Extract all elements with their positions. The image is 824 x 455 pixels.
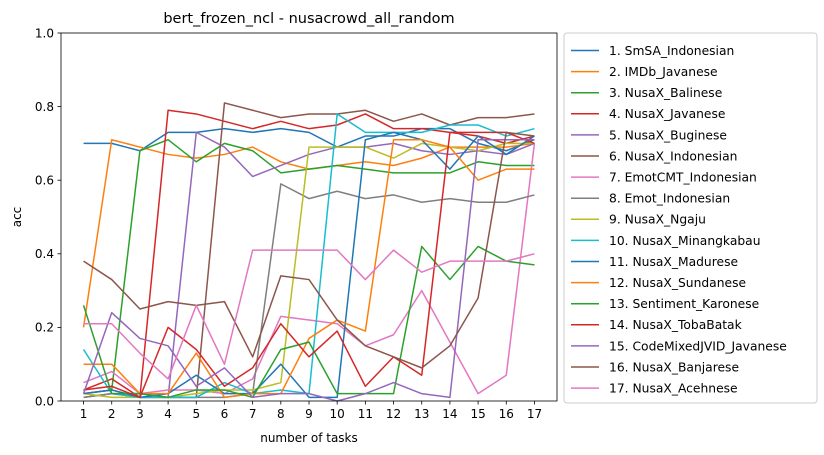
axes-frame [60, 32, 558, 402]
x-tick-label: 16 [499, 407, 514, 421]
x-tick-label: 10 [330, 407, 345, 421]
series-line-9 [83, 142, 535, 399]
series-line-3 [83, 138, 535, 395]
series-line-17 [83, 249, 535, 380]
series-line-13 [82, 245, 535, 399]
y-tick-label: 1.0 [35, 26, 54, 40]
x-tick-label: 12 [386, 407, 401, 421]
x-tick-label: 15 [470, 407, 485, 421]
series-line-12 [83, 138, 535, 399]
x-tick-label: 7 [249, 407, 257, 421]
x-tick-label: 13 [414, 407, 429, 421]
legend-label: 5. NusaX_Buginese [609, 128, 727, 142]
legend-label: 3. NusaX_Balinese [609, 86, 722, 100]
legend-label: 7. EmotCMT_Indonesian [609, 171, 757, 185]
x-tick-label: 9 [305, 407, 313, 421]
series-line-16 [83, 131, 535, 369]
x-tick-label: 1 [80, 407, 88, 421]
plot-area: 1 2 3 4 5 6 7 8 9 10 11 12 13 14 15 16 170.00.20.40.60.8… [35, 26, 558, 421]
y-tick-label: 0.4 [35, 247, 54, 261]
legend-label: 12. NusaX_Sundanese [609, 276, 746, 290]
legend: 1. SmSA_Indonesian 2. IMDb_Javanese 3. Nus… [563, 32, 818, 404]
x-tick-label: 8 [277, 407, 285, 421]
x-tick-label: 14 [442, 407, 457, 421]
legend-label: 16. NusaX_Banjarese [609, 360, 739, 374]
x-tick-label: 17 [527, 407, 542, 421]
legend-label: 4. NusaX_Javanese [609, 107, 725, 121]
legend-label: 9. NusaX_Ngaju [609, 213, 706, 227]
legend-label: 10. NusaX_Minangkabau [609, 234, 761, 248]
series-line-10 [82, 113, 535, 399]
legend-label: 2. IMDb_Javanese [609, 65, 718, 79]
series-line-7 [83, 143, 536, 395]
y-tick-label: 0.6 [35, 174, 54, 188]
y-tick-label: 0.2 [35, 321, 54, 335]
y-tick-label: 0.0 [35, 394, 54, 408]
legend-label: 14. NusaX_TobaBatak [609, 318, 743, 332]
x-tick-label: 3 [136, 407, 144, 421]
y-tick-label: 0.8 [35, 100, 54, 114]
x-tick-label: 4 [164, 407, 172, 421]
legend-frame [563, 32, 818, 404]
x-tick-label: 5 [192, 407, 200, 421]
series-line-4 [83, 109, 535, 399]
x-tick-label: 2 [108, 407, 116, 421]
legend-label: 1. SmSA_Indonesian [609, 44, 734, 58]
x-tick-label: 6 [221, 407, 229, 421]
legend-label: 8. Emot_Indonesian [609, 192, 730, 206]
series-line-15 [82, 138, 535, 402]
legend-label: 13. Sentiment_Karonese [609, 297, 759, 311]
x-tick-label: 11 [358, 407, 373, 421]
series-line-8 [83, 183, 535, 399]
legend-label: 15. CodeMixedJVID_Javanese [609, 339, 787, 353]
y-axis-label: acc [10, 207, 24, 228]
series-line-14 [83, 131, 535, 399]
legend-label: 11. NusaX_Madurese [609, 255, 738, 269]
legend-label: 6. NusaX_Indonesian [609, 149, 737, 163]
chart-title: bert_frozen_ncl - nusacrowd_all_random [163, 11, 454, 27]
legend-label: 17. NusaX_Acehnese [609, 382, 738, 396]
x-axis-label: number of tasks [260, 431, 358, 445]
